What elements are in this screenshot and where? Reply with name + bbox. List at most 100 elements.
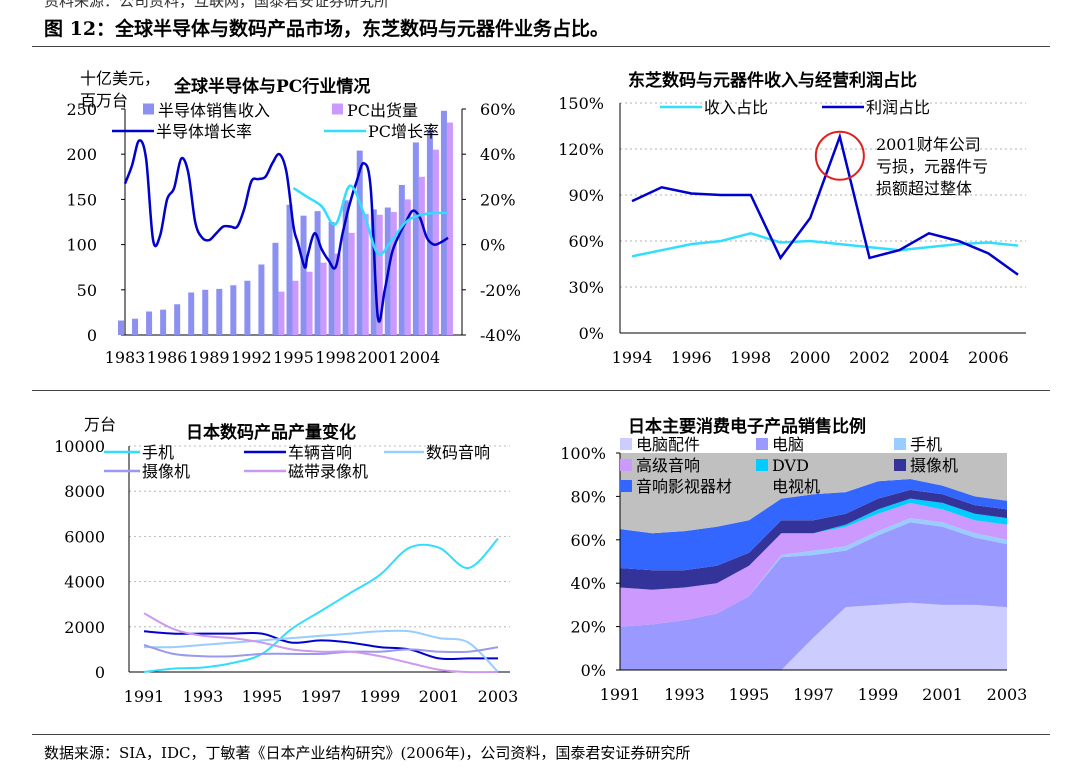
middle-rule	[32, 390, 1050, 391]
chart1-bar-semiconductor-sales	[328, 222, 335, 335]
chart1-ytick-label: 150	[66, 190, 97, 209]
chart3-xtick-label: 1993	[183, 687, 224, 706]
chart1-bar-pc-shipments	[376, 214, 383, 335]
chart4-legend-label: 电脑配件	[636, 435, 700, 454]
chart4-legend-swatch	[894, 438, 906, 450]
chart1-bar-semiconductor-sales	[258, 264, 265, 335]
chart1-bar-semiconductor-sales	[174, 304, 181, 335]
chart1-line-semiconductor-growth	[123, 139, 449, 323]
chart4-area-pc	[620, 522, 1007, 670]
chart4-xtick-label: 1995	[729, 685, 770, 704]
chart3-xtick-label: 1999	[360, 687, 401, 706]
chart1-bar-semiconductor-sales	[314, 211, 321, 335]
chart2-xtick-label: 1998	[730, 348, 771, 367]
chart1-y2tick-label: 40%	[480, 145, 516, 164]
chart3-xtick-label: 1995	[242, 687, 283, 706]
chart1-ytick-label: 250	[66, 100, 97, 119]
chart1-bar-pc-shipments	[404, 199, 411, 335]
chart1-xtick-label: 1983	[105, 348, 146, 367]
chart4-ytick-label: 100%	[560, 444, 606, 463]
chart4-legend-swatch	[620, 459, 632, 471]
chart1-bar-pc-shipments	[362, 213, 369, 335]
chart1-bar-semiconductor-sales	[202, 289, 209, 335]
chart1-xtick-label: 1995	[273, 348, 314, 367]
chart1-bar-semiconductor-sales	[118, 320, 124, 335]
chart1-ytick-label: 200	[66, 145, 97, 164]
chart2-ytick-label: 0%	[579, 324, 604, 343]
chart1-legend-pc-growth-label: PC增长率	[368, 122, 439, 141]
chart4-xtick-label: 1999	[858, 685, 899, 704]
chart3-legend-digital-audio-label: 数码音响	[426, 443, 490, 462]
chart1-legend-semi-growth-label: 半导体增长率	[156, 122, 252, 141]
chart1-legend-semi-sales-label: 半导体销售收入	[158, 101, 270, 120]
chart3-ytick-label: 6000	[64, 527, 105, 546]
chart1-bar-pc-shipments	[432, 149, 439, 335]
chart1-y2tick-label: -20%	[480, 281, 521, 300]
chart3-ytick-label: 8000	[64, 482, 105, 501]
chart1-bar-semiconductor-sales	[300, 215, 307, 335]
chart1-bar-pc-shipments	[390, 212, 397, 335]
chart2-xtick-label: 2002	[849, 348, 890, 367]
chart1-bar-semiconductor-sales	[272, 242, 279, 335]
chart1-bar-pc-shipments	[446, 122, 453, 335]
chart1-bar-pc-shipments	[292, 280, 299, 335]
top-source-note: 资料来源：公司资料，互联网，国泰君安证券研究所	[44, 0, 390, 10]
chart1-bar-pc-shipments	[320, 262, 327, 335]
chart2-legend-profit-share-label: 利润占比	[866, 98, 930, 117]
chart4-title: 日本主要消费电子产品销售比例	[628, 416, 866, 437]
chart3-line-digital-audio	[143, 629, 499, 673]
chart1-bar-semiconductor-sales	[412, 142, 419, 335]
chart4-legend-label: 电视机	[772, 477, 820, 496]
chart2-ytick-label: 120%	[558, 140, 604, 159]
chart3-title: 日本数码产品产量变化	[186, 422, 356, 443]
chart4-xtick-label: 1993	[664, 685, 705, 704]
chart3-ytick-label: 4000	[64, 573, 105, 592]
chart1-y-unit-label-2: 百万台	[80, 91, 128, 110]
chart3-xtick-label: 1997	[301, 687, 342, 706]
chart4-area-hifi-audio	[620, 502, 1007, 627]
chart1-xtick-label: 2004	[400, 348, 441, 367]
chart4-legend-label: 手机	[910, 435, 942, 454]
chart2-xtick-label: 1994	[612, 348, 653, 367]
chart4-legend-swatch	[620, 480, 632, 492]
chart3-xtick-label: 2001	[419, 687, 460, 706]
chart4-area-av-equipment	[620, 479, 1007, 571]
chart1-xtick-label: 1998	[315, 348, 356, 367]
chart3-line-mobile-phone	[143, 537, 499, 673]
chart2-ytick-label: 90%	[568, 186, 604, 205]
chart2-xtick-label: 2006	[968, 348, 1009, 367]
chart4-legend-label: 高级音响	[636, 456, 700, 475]
chart1-bar-semiconductor-sales	[426, 129, 433, 335]
chart2-legend-revenue-share-label: 收入占比	[704, 98, 768, 117]
chart4-legend-label: 摄像机	[910, 456, 958, 475]
chart1-xtick-label: 1989	[189, 348, 230, 367]
chart1-bar-semiconductor-sales	[132, 318, 139, 335]
chart3-ytick-label: 2000	[64, 618, 105, 637]
chart1-xtick-label: 1992	[231, 348, 272, 367]
chart4-ytick-label: 60%	[570, 531, 606, 550]
chart1-bar-semiconductor-sales	[230, 285, 237, 335]
chart3-xtick-label: 2003	[478, 687, 519, 706]
chart4-area-pc-accessories	[620, 602, 1007, 670]
chart1-bar-pc-shipments	[418, 176, 425, 335]
chart2-annotation-line: 亏损，元器件亏	[876, 157, 988, 176]
chart1-bar-semiconductor-sales	[356, 150, 363, 335]
chart4-xtick-label: 2003	[987, 685, 1028, 704]
chart1-ytick-label: 0	[87, 326, 97, 345]
chart3-xtick-label: 1991	[124, 687, 165, 706]
chart1-bar-semiconductor-sales	[160, 309, 167, 335]
chart4-ytick-label: 40%	[570, 574, 606, 593]
chart3-ytick-label: 0	[95, 663, 105, 682]
chart1-bar-semiconductor-sales	[398, 184, 405, 335]
chart4-legend-label: 音响影视器材	[636, 477, 732, 496]
chart1-ytick-label: 50	[77, 281, 97, 300]
chart2-xtick-label: 1996	[671, 348, 712, 367]
chart3-legend-mobile-phone-label: 手机	[142, 443, 174, 462]
chart3-legend-camcorder-label: 摄像机	[142, 462, 190, 481]
chart4-ytick-label: 20%	[570, 618, 606, 637]
chart4-legend-swatch	[756, 438, 768, 450]
chart1-bar-pc-shipments	[334, 253, 341, 335]
chart2-highlight-circle	[814, 130, 865, 181]
chart2-xtick-label: 2000	[790, 348, 831, 367]
